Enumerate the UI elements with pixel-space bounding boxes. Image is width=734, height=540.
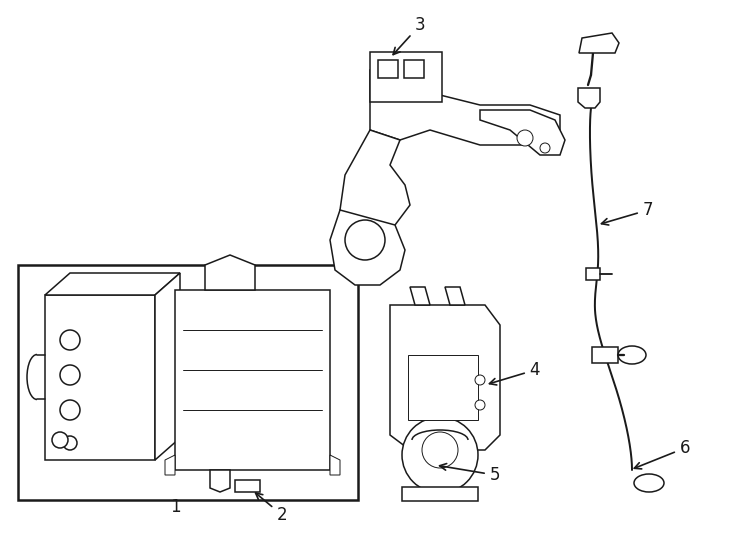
Text: 3: 3 xyxy=(393,16,425,55)
Polygon shape xyxy=(586,268,600,280)
Polygon shape xyxy=(480,110,565,155)
Text: 7: 7 xyxy=(601,201,653,225)
Polygon shape xyxy=(390,305,500,450)
Polygon shape xyxy=(370,70,560,145)
Bar xyxy=(235,480,260,492)
Circle shape xyxy=(475,400,485,410)
Circle shape xyxy=(52,432,68,448)
Bar xyxy=(402,487,478,501)
Circle shape xyxy=(63,436,77,450)
Bar xyxy=(45,295,155,460)
Bar xyxy=(175,290,330,470)
Circle shape xyxy=(402,417,478,493)
Polygon shape xyxy=(165,455,175,475)
Circle shape xyxy=(60,400,80,420)
Polygon shape xyxy=(330,210,405,285)
Bar xyxy=(378,60,398,78)
Bar xyxy=(408,355,478,420)
Polygon shape xyxy=(445,287,465,305)
Ellipse shape xyxy=(634,474,664,492)
Circle shape xyxy=(345,220,385,260)
Circle shape xyxy=(540,143,550,153)
Polygon shape xyxy=(155,273,180,460)
Polygon shape xyxy=(410,287,430,305)
Bar xyxy=(404,60,424,78)
Ellipse shape xyxy=(618,346,646,364)
Bar xyxy=(370,52,442,102)
Text: 1: 1 xyxy=(170,498,181,516)
Text: 4: 4 xyxy=(490,361,540,385)
Bar xyxy=(18,265,358,500)
Polygon shape xyxy=(340,130,410,235)
Polygon shape xyxy=(210,470,230,492)
Text: 5: 5 xyxy=(440,463,501,484)
Polygon shape xyxy=(578,88,600,108)
Polygon shape xyxy=(592,347,618,363)
Circle shape xyxy=(517,130,533,146)
Circle shape xyxy=(60,365,80,385)
Text: 6: 6 xyxy=(634,439,690,469)
Polygon shape xyxy=(330,455,340,475)
Circle shape xyxy=(475,375,485,385)
Circle shape xyxy=(422,432,458,468)
Circle shape xyxy=(60,330,80,350)
Text: 2: 2 xyxy=(255,493,287,524)
Polygon shape xyxy=(45,273,180,295)
Polygon shape xyxy=(205,255,255,290)
Polygon shape xyxy=(579,33,619,53)
